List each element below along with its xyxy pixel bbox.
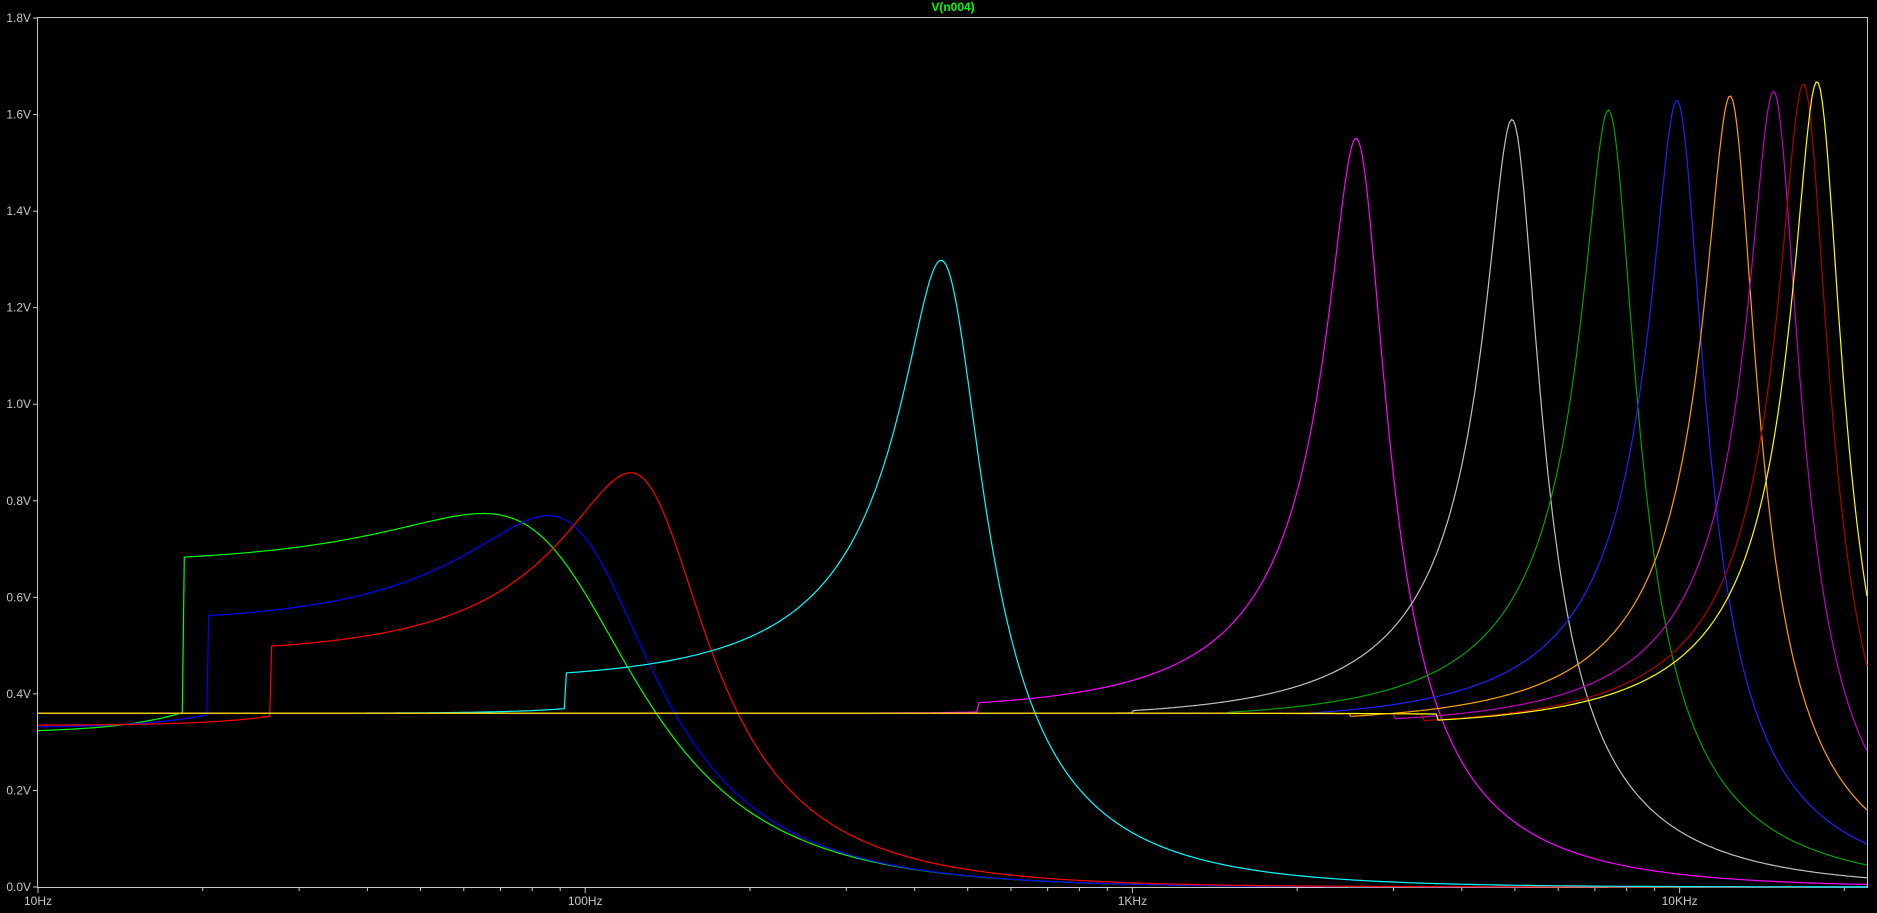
series-line-12 [38, 81, 1868, 721]
x-tick-label: 1KHz [1118, 894, 1147, 908]
x-tick-label: 10Hz [24, 894, 52, 908]
series-line-3 [38, 472, 1867, 888]
series-layer [37, 81, 1868, 888]
x-tick-label: 100Hz [568, 894, 603, 908]
y-tick-label: 0.0V [6, 880, 31, 894]
y-tick-label: 0.6V [6, 590, 31, 604]
y-tick-label: 1.4V [6, 204, 31, 218]
plot-frame [37, 17, 1868, 888]
y-tick-label: 1.0V [6, 397, 31, 411]
y-tick-label: 1.2V [6, 301, 31, 315]
chart-title: V(n004) [931, 0, 974, 14]
y-tick-label: 0.4V [6, 687, 31, 701]
y-tick-label: 0.8V [6, 494, 31, 508]
y-tick-label: 0.2V [6, 783, 31, 797]
y-axis: 0.0V 0.2V 0.4V 0.6V 0.8V 1.0V 1.2V 1.4V 1.6V 1.8V [6, 11, 38, 894]
x-axis: 10Hz 100Hz 1KHz 10KHz [24, 887, 1845, 908]
x-tick-label: 10KHz [1662, 894, 1698, 908]
y-tick-label: 1.8V [6, 11, 31, 25]
y-tick-label: 1.6V [6, 108, 31, 122]
